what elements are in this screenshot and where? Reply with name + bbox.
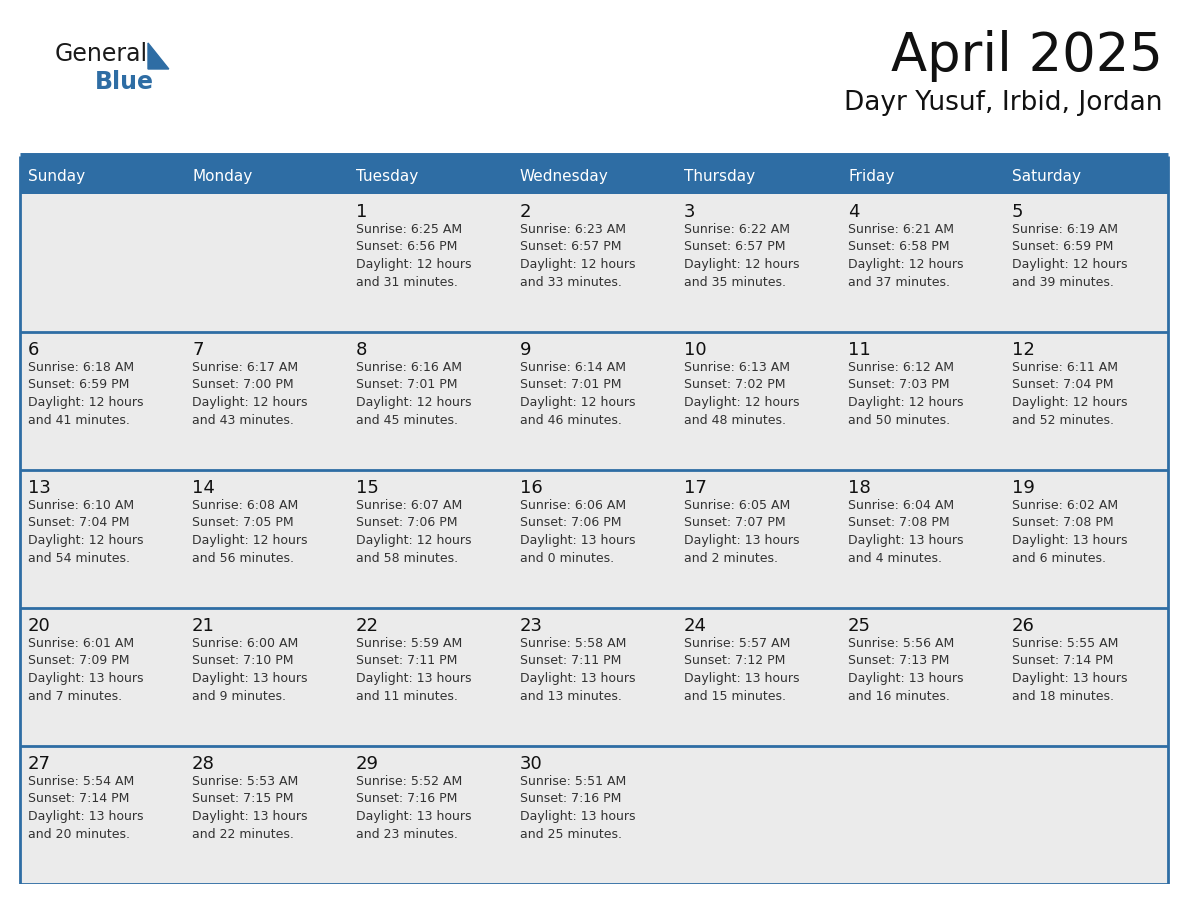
Text: 4: 4 bbox=[848, 203, 859, 221]
Text: Sunrise: 6:04 AM
Sunset: 7:08 PM
Daylight: 13 hours
and 4 minutes.: Sunrise: 6:04 AM Sunset: 7:08 PM Dayligh… bbox=[848, 499, 963, 565]
Text: 3: 3 bbox=[684, 203, 695, 221]
Text: 19: 19 bbox=[1012, 479, 1035, 497]
Text: Sunrise: 6:23 AM
Sunset: 6:57 PM
Daylight: 12 hours
and 33 minutes.: Sunrise: 6:23 AM Sunset: 6:57 PM Dayligh… bbox=[520, 223, 636, 288]
Text: Friday: Friday bbox=[848, 169, 895, 184]
Text: 17: 17 bbox=[684, 479, 707, 497]
Text: 18: 18 bbox=[848, 479, 871, 497]
Text: 7: 7 bbox=[192, 341, 203, 359]
Bar bbox=[840, 158, 1004, 194]
Text: Sunrise: 5:59 AM
Sunset: 7:11 PM
Daylight: 13 hours
and 11 minutes.: Sunrise: 5:59 AM Sunset: 7:11 PM Dayligh… bbox=[356, 637, 472, 702]
Bar bbox=[20, 608, 1168, 746]
Text: 1: 1 bbox=[356, 203, 367, 221]
Text: 27: 27 bbox=[29, 755, 51, 773]
Bar bbox=[512, 158, 676, 194]
Text: April 2025: April 2025 bbox=[891, 30, 1163, 82]
Text: 20: 20 bbox=[29, 617, 51, 635]
Text: Sunrise: 6:22 AM
Sunset: 6:57 PM
Daylight: 12 hours
and 35 minutes.: Sunrise: 6:22 AM Sunset: 6:57 PM Dayligh… bbox=[684, 223, 800, 288]
Bar bbox=[1004, 158, 1168, 194]
Text: 10: 10 bbox=[684, 341, 707, 359]
Text: Sunrise: 6:06 AM
Sunset: 7:06 PM
Daylight: 13 hours
and 0 minutes.: Sunrise: 6:06 AM Sunset: 7:06 PM Dayligh… bbox=[520, 499, 636, 565]
Text: 6: 6 bbox=[29, 341, 39, 359]
Bar bbox=[20, 470, 1168, 608]
Text: Sunrise: 6:10 AM
Sunset: 7:04 PM
Daylight: 12 hours
and 54 minutes.: Sunrise: 6:10 AM Sunset: 7:04 PM Dayligh… bbox=[29, 499, 144, 565]
Text: Sunrise: 5:53 AM
Sunset: 7:15 PM
Daylight: 13 hours
and 22 minutes.: Sunrise: 5:53 AM Sunset: 7:15 PM Dayligh… bbox=[192, 775, 308, 841]
Text: Thursday: Thursday bbox=[684, 169, 756, 184]
Text: Sunrise: 6:07 AM
Sunset: 7:06 PM
Daylight: 12 hours
and 58 minutes.: Sunrise: 6:07 AM Sunset: 7:06 PM Dayligh… bbox=[356, 499, 472, 565]
Bar bbox=[20, 746, 1168, 884]
Text: Sunrise: 5:51 AM
Sunset: 7:16 PM
Daylight: 13 hours
and 25 minutes.: Sunrise: 5:51 AM Sunset: 7:16 PM Dayligh… bbox=[520, 775, 636, 841]
Text: 13: 13 bbox=[29, 479, 51, 497]
Bar bbox=[20, 158, 184, 194]
Text: Sunrise: 5:54 AM
Sunset: 7:14 PM
Daylight: 13 hours
and 20 minutes.: Sunrise: 5:54 AM Sunset: 7:14 PM Dayligh… bbox=[29, 775, 144, 841]
Bar bbox=[348, 158, 512, 194]
Text: Sunrise: 6:18 AM
Sunset: 6:59 PM
Daylight: 12 hours
and 41 minutes.: Sunrise: 6:18 AM Sunset: 6:59 PM Dayligh… bbox=[29, 361, 144, 427]
Text: Sunrise: 5:58 AM
Sunset: 7:11 PM
Daylight: 13 hours
and 13 minutes.: Sunrise: 5:58 AM Sunset: 7:11 PM Dayligh… bbox=[520, 637, 636, 702]
Text: 8: 8 bbox=[356, 341, 367, 359]
Text: Sunrise: 6:12 AM
Sunset: 7:03 PM
Daylight: 12 hours
and 50 minutes.: Sunrise: 6:12 AM Sunset: 7:03 PM Dayligh… bbox=[848, 361, 963, 427]
Text: 23: 23 bbox=[520, 617, 543, 635]
Bar bbox=[0, 884, 1188, 918]
Bar bbox=[20, 194, 1168, 332]
Text: 15: 15 bbox=[356, 479, 379, 497]
Text: Sunday: Sunday bbox=[29, 169, 86, 184]
Text: Sunrise: 6:11 AM
Sunset: 7:04 PM
Daylight: 12 hours
and 52 minutes.: Sunrise: 6:11 AM Sunset: 7:04 PM Dayligh… bbox=[1012, 361, 1127, 427]
Text: Sunrise: 6:25 AM
Sunset: 6:56 PM
Daylight: 12 hours
and 31 minutes.: Sunrise: 6:25 AM Sunset: 6:56 PM Dayligh… bbox=[356, 223, 472, 288]
Text: 21: 21 bbox=[192, 617, 215, 635]
Text: Blue: Blue bbox=[95, 70, 154, 94]
Text: Sunrise: 6:14 AM
Sunset: 7:01 PM
Daylight: 12 hours
and 46 minutes.: Sunrise: 6:14 AM Sunset: 7:01 PM Dayligh… bbox=[520, 361, 636, 427]
Text: Sunrise: 5:57 AM
Sunset: 7:12 PM
Daylight: 13 hours
and 15 minutes.: Sunrise: 5:57 AM Sunset: 7:12 PM Dayligh… bbox=[684, 637, 800, 702]
Text: Sunrise: 6:16 AM
Sunset: 7:01 PM
Daylight: 12 hours
and 45 minutes.: Sunrise: 6:16 AM Sunset: 7:01 PM Dayligh… bbox=[356, 361, 472, 427]
Text: Sunrise: 5:52 AM
Sunset: 7:16 PM
Daylight: 13 hours
and 23 minutes.: Sunrise: 5:52 AM Sunset: 7:16 PM Dayligh… bbox=[356, 775, 472, 841]
Bar bbox=[20, 332, 1168, 470]
Text: 28: 28 bbox=[192, 755, 215, 773]
Bar bbox=[184, 158, 348, 194]
Bar bbox=[676, 158, 840, 194]
Text: General: General bbox=[55, 42, 148, 66]
Text: 9: 9 bbox=[520, 341, 531, 359]
Text: Dayr Yusuf, Irbid, Jordan: Dayr Yusuf, Irbid, Jordan bbox=[845, 90, 1163, 116]
Text: 2: 2 bbox=[520, 203, 531, 221]
Text: 26: 26 bbox=[1012, 617, 1035, 635]
Text: Sunrise: 6:01 AM
Sunset: 7:09 PM
Daylight: 13 hours
and 7 minutes.: Sunrise: 6:01 AM Sunset: 7:09 PM Dayligh… bbox=[29, 637, 144, 702]
Text: Sunrise: 5:55 AM
Sunset: 7:14 PM
Daylight: 13 hours
and 18 minutes.: Sunrise: 5:55 AM Sunset: 7:14 PM Dayligh… bbox=[1012, 637, 1127, 702]
Text: 22: 22 bbox=[356, 617, 379, 635]
Text: Sunrise: 6:19 AM
Sunset: 6:59 PM
Daylight: 12 hours
and 39 minutes.: Sunrise: 6:19 AM Sunset: 6:59 PM Dayligh… bbox=[1012, 223, 1127, 288]
Text: 29: 29 bbox=[356, 755, 379, 773]
Text: Sunrise: 6:21 AM
Sunset: 6:58 PM
Daylight: 12 hours
and 37 minutes.: Sunrise: 6:21 AM Sunset: 6:58 PM Dayligh… bbox=[848, 223, 963, 288]
Polygon shape bbox=[148, 43, 169, 69]
Text: Saturday: Saturday bbox=[1012, 169, 1081, 184]
Text: 16: 16 bbox=[520, 479, 543, 497]
Text: 25: 25 bbox=[848, 617, 871, 635]
Text: 30: 30 bbox=[520, 755, 543, 773]
Text: 24: 24 bbox=[684, 617, 707, 635]
Text: Sunrise: 6:00 AM
Sunset: 7:10 PM
Daylight: 13 hours
and 9 minutes.: Sunrise: 6:00 AM Sunset: 7:10 PM Dayligh… bbox=[192, 637, 308, 702]
Text: Sunrise: 6:13 AM
Sunset: 7:02 PM
Daylight: 12 hours
and 48 minutes.: Sunrise: 6:13 AM Sunset: 7:02 PM Dayligh… bbox=[684, 361, 800, 427]
Text: 5: 5 bbox=[1012, 203, 1024, 221]
Text: Monday: Monday bbox=[192, 169, 252, 184]
Text: Sunrise: 6:02 AM
Sunset: 7:08 PM
Daylight: 13 hours
and 6 minutes.: Sunrise: 6:02 AM Sunset: 7:08 PM Dayligh… bbox=[1012, 499, 1127, 565]
Text: 14: 14 bbox=[192, 479, 215, 497]
Text: Wednesday: Wednesday bbox=[520, 169, 608, 184]
Text: Sunrise: 6:08 AM
Sunset: 7:05 PM
Daylight: 12 hours
and 56 minutes.: Sunrise: 6:08 AM Sunset: 7:05 PM Dayligh… bbox=[192, 499, 308, 565]
Text: Sunrise: 5:56 AM
Sunset: 7:13 PM
Daylight: 13 hours
and 16 minutes.: Sunrise: 5:56 AM Sunset: 7:13 PM Dayligh… bbox=[848, 637, 963, 702]
Text: 11: 11 bbox=[848, 341, 871, 359]
Text: Sunrise: 6:17 AM
Sunset: 7:00 PM
Daylight: 12 hours
and 43 minutes.: Sunrise: 6:17 AM Sunset: 7:00 PM Dayligh… bbox=[192, 361, 308, 427]
Text: Tuesday: Tuesday bbox=[356, 169, 418, 184]
Text: Sunrise: 6:05 AM
Sunset: 7:07 PM
Daylight: 13 hours
and 2 minutes.: Sunrise: 6:05 AM Sunset: 7:07 PM Dayligh… bbox=[684, 499, 800, 565]
Text: 12: 12 bbox=[1012, 341, 1035, 359]
